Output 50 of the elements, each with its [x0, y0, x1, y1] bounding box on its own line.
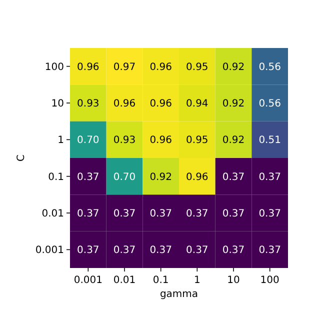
data-label: 0.96 — [150, 62, 172, 73]
data-label: 0.70 — [113, 172, 136, 183]
x-tick-label: 0.01 — [113, 275, 136, 286]
data-label: 0.96 — [77, 62, 100, 73]
data-label: 0.37 — [222, 172, 245, 183]
data-label: 0.94 — [186, 98, 208, 110]
x-tick-label: 0.1 — [152, 275, 169, 286]
data-label: 0.56 — [258, 62, 281, 73]
data-label: 0.96 — [113, 98, 136, 110]
data-label: 0.95 — [186, 62, 208, 73]
y-tick-label: 0.001 — [35, 245, 64, 256]
x-tick-label: 100 — [260, 275, 280, 286]
data-label: 0.37 — [186, 208, 208, 220]
data-label: 0.92 — [150, 172, 172, 183]
data-label: 0.37 — [258, 208, 281, 220]
data-label: 0.37 — [77, 208, 100, 220]
data-label: 0.37 — [222, 208, 245, 220]
data-label: 0.37 — [150, 245, 172, 256]
data-label: 0.37 — [77, 172, 100, 183]
data-label: 0.37 — [258, 172, 281, 183]
y-axis-title: C — [16, 154, 27, 162]
data-label: 0.97 — [113, 62, 136, 73]
y-tick-label: 1 — [58, 135, 64, 146]
y-tick-label: 10 — [51, 98, 64, 110]
data-label: 0.92 — [222, 135, 245, 146]
data-label: 0.37 — [113, 208, 136, 220]
data-label: 0.92 — [222, 98, 245, 110]
data-label: 0.37 — [258, 245, 281, 256]
data-label: 0.93 — [113, 135, 136, 146]
x-tick-label: 10 — [227, 275, 240, 286]
data-label: 0.37 — [222, 245, 245, 256]
data-label: 0.92 — [222, 62, 245, 73]
x-tick-label: 0.001 — [74, 275, 102, 286]
data-label: 0.51 — [258, 135, 281, 146]
data-label: 0.37 — [150, 208, 172, 220]
y-tick-label: 0.01 — [42, 208, 64, 220]
data-label: 0.93 — [77, 98, 100, 110]
data-label: 0.70 — [77, 135, 100, 146]
data-label: 0.96 — [150, 98, 172, 110]
data-label: 0.96 — [186, 172, 208, 183]
data-label: 0.56 — [258, 98, 281, 110]
data-label: 0.37 — [77, 245, 100, 256]
x-tick-label: 1 — [194, 275, 200, 286]
x-axis-title: gamma — [160, 289, 198, 300]
y-tick-label: 0.1 — [48, 172, 64, 183]
data-label: 0.37 — [113, 245, 136, 256]
y-tick-label: 100 — [44, 62, 64, 73]
data-label: 0.95 — [186, 135, 208, 146]
data-label: 0.96 — [150, 135, 172, 146]
data-label: 0.37 — [186, 245, 208, 256]
